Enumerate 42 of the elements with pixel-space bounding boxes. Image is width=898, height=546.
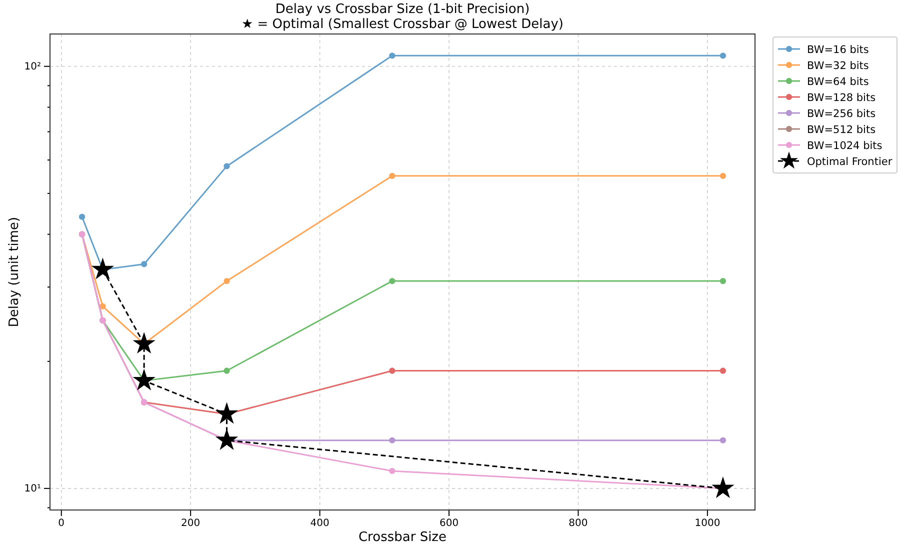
point [389, 172, 396, 180]
legend-label: BW=512 bits [807, 124, 876, 136]
point [720, 172, 726, 180]
point [720, 52, 726, 59]
x-tick-label: 1000 [694, 518, 720, 530]
point [100, 303, 106, 310]
point [215, 402, 238, 424]
point [224, 368, 230, 374]
legend-label: BW=16 bits [807, 44, 869, 56]
point [224, 163, 230, 170]
x-tick-label: 0 [58, 518, 65, 530]
x-axis-title: Crossbar Size [358, 530, 447, 545]
legend-label: BW=1024 bits [807, 140, 882, 152]
point [720, 278, 726, 284]
point [224, 278, 230, 284]
point [389, 278, 396, 284]
chart-subtitle: ★ = Optimal (Smallest Crossbar @ Lowest Delay) [242, 17, 564, 32]
legend-label: BW=32 bits [807, 60, 869, 72]
point [720, 437, 726, 444]
y-tick-label: 10¹ [24, 484, 41, 495]
legend-label: BW=128 bits [807, 92, 876, 104]
point [389, 368, 396, 374]
point [132, 368, 156, 390]
x-tick-label: 200 [181, 518, 200, 530]
point [140, 261, 148, 268]
point [389, 468, 396, 474]
point [91, 258, 114, 280]
point [720, 368, 726, 374]
point [712, 476, 734, 498]
point [389, 437, 396, 444]
legend-label: BW=256 bits [807, 108, 876, 120]
y-axis-title: Delay (unit time) [7, 216, 22, 328]
x-tick-label: 800 [568, 518, 588, 530]
chart-title: Delay vs Crossbar Size (1-bit Precision) [275, 2, 530, 17]
point [389, 52, 396, 59]
legend-label: Optimal Frontier [807, 156, 893, 168]
point [132, 332, 156, 354]
y-tick-label: 10² [24, 62, 41, 73]
legend-label: BW=64 bits [807, 76, 869, 88]
x-tick-label: 600 [439, 518, 459, 530]
point [78, 214, 86, 220]
x-tick-label: 400 [310, 518, 330, 530]
